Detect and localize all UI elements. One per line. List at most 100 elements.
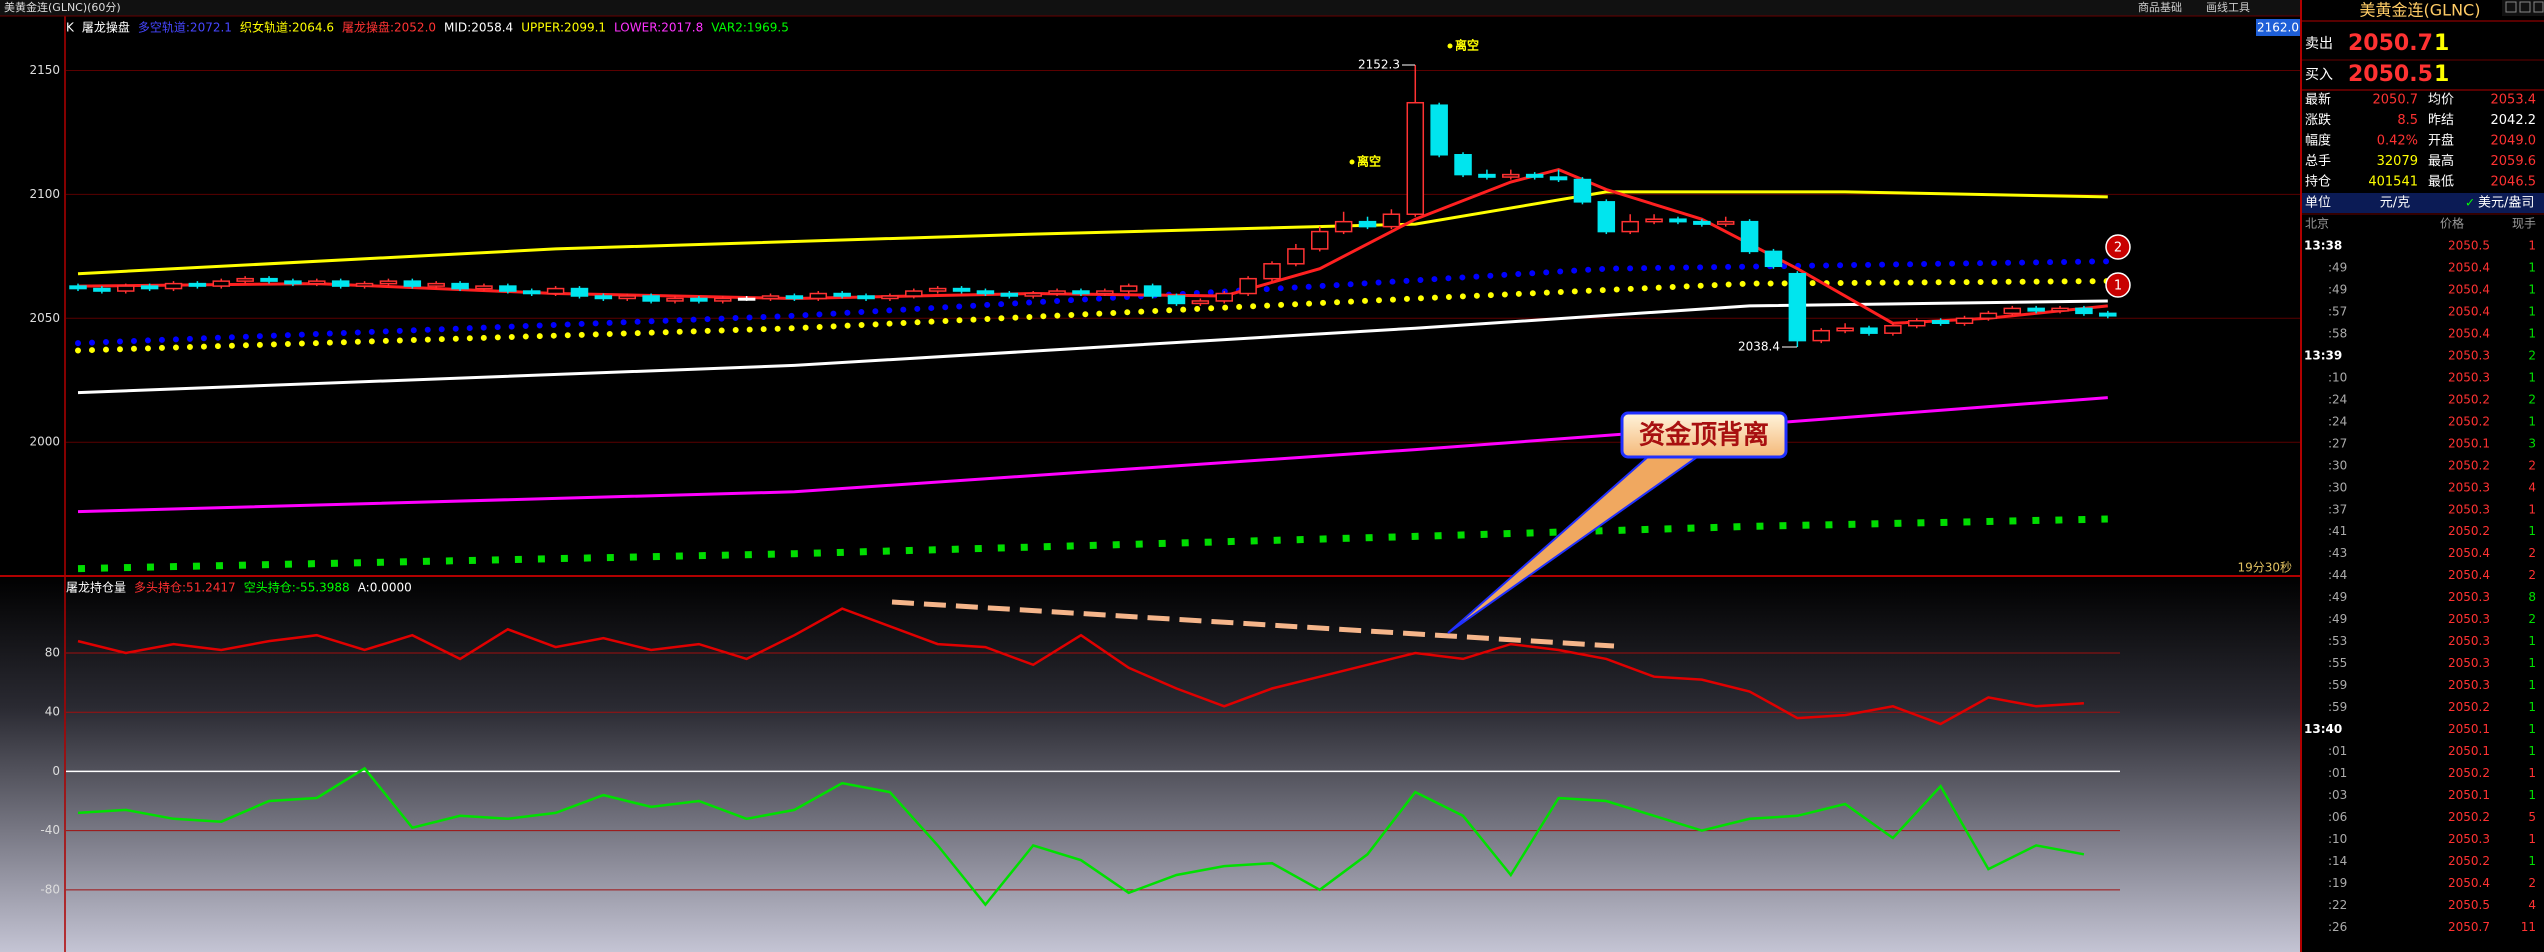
quote-label: 涨跌 <box>2305 112 2331 128</box>
maximize-button[interactable] <box>2519 1 2531 13</box>
trade-volume: 1 <box>2528 634 2536 648</box>
series-line <box>77 515 2108 573</box>
trade-time: :27 <box>2328 436 2347 450</box>
quote-value: 2053.4 <box>2491 93 2537 108</box>
low-label: 2038.4 <box>1738 340 1780 354</box>
trade-time: :22 <box>2328 898 2347 912</box>
trade-volume: 1 <box>2528 524 2536 538</box>
candle-body <box>1191 300 1210 305</box>
candle-body <box>1860 327 1878 334</box>
candle-body <box>1812 329 1830 342</box>
trade-time: :01 <box>2328 766 2347 780</box>
candle-body <box>1931 320 1950 325</box>
candle-body <box>1955 317 1974 325</box>
quote-price: 2050.7 <box>2348 31 2433 56</box>
trade-price: 2050.2 <box>2448 854 2490 868</box>
candle-body <box>1334 220 1353 233</box>
trade-time: :49 <box>2328 260 2347 274</box>
trade-volume: 1 <box>2528 766 2536 780</box>
trade-price: 2050.3 <box>2448 348 2490 362</box>
candle-body <box>737 297 756 301</box>
trade-time: :41 <box>2328 524 2347 538</box>
candle-body <box>451 282 469 290</box>
window-controls[interactable] <box>2505 1 2544 13</box>
trade-price: 2050.4 <box>2448 260 2490 274</box>
legend-item: LOWER:2017.8 <box>614 21 703 35</box>
trade-price: 2050.2 <box>2448 458 2490 472</box>
candle-body <box>475 285 493 290</box>
trade-volume: 1 <box>2528 700 2536 714</box>
candle-body <box>1072 290 1090 295</box>
trade-price: 2050.3 <box>2448 678 2490 692</box>
menu-item[interactable]: 商品基础 <box>2138 0 2182 14</box>
candle-body <box>1836 327 1854 332</box>
candle-body <box>570 287 589 297</box>
trade-volume: 2 <box>2528 876 2536 890</box>
menu-item[interactable]: 画线工具 <box>2206 0 2250 14</box>
trade-volume: 8 <box>2528 590 2536 604</box>
trade-price: 2050.3 <box>2448 832 2490 846</box>
candle-body <box>1263 263 1281 280</box>
unit-label: 单位 <box>2305 196 2331 211</box>
unit-option[interactable]: 元/克 <box>2380 196 2410 211</box>
trade-volume: 2 <box>2528 568 2536 582</box>
legend-item: 屠龙操盘:2052.0 <box>342 20 436 35</box>
quote-value: 2050.7 <box>2373 93 2419 108</box>
trend-line <box>891 599 1615 649</box>
candle-body <box>952 287 971 292</box>
minimize-button[interactable] <box>2505 1 2517 13</box>
candle-body <box>1573 178 1592 203</box>
quote-label: 开盘 <box>2428 133 2454 149</box>
trade-time: :10 <box>2328 370 2347 384</box>
candle-body <box>1645 218 1663 223</box>
candle-body <box>976 290 995 295</box>
candle-body <box>1979 312 1998 320</box>
candle-body <box>928 287 947 292</box>
candle-body <box>117 285 135 292</box>
cursor-price: 2162.0 <box>2257 21 2299 35</box>
candle-body <box>594 295 613 300</box>
trade-price: 2050.1 <box>2448 744 2490 758</box>
trade-volume: 1 <box>2528 239 2536 253</box>
trade-price: 2050.1 <box>2448 788 2490 802</box>
quote-value: 2059.6 <box>2491 154 2537 169</box>
trade-volume: 1 <box>2528 282 2536 296</box>
trade-volume: 1 <box>2528 722 2536 736</box>
trade-price: 2050.2 <box>2448 810 2490 824</box>
quote-value: 32079 <box>2377 154 2418 169</box>
trade-time: :37 <box>2328 502 2347 516</box>
close-button[interactable] <box>2533 1 2544 13</box>
trade-time: :06 <box>2328 810 2347 824</box>
candle-body <box>1167 295 1186 305</box>
quote-label: 总手 <box>2305 154 2331 169</box>
candle-body <box>522 290 541 295</box>
quote-panel <box>2300 16 2544 952</box>
candle-body <box>1406 101 1425 215</box>
trade-time: :49 <box>2328 282 2347 296</box>
candle-body <box>403 280 422 287</box>
trade-volume: 1 <box>2528 502 2536 516</box>
candle-body <box>1239 277 1257 295</box>
unit-option[interactable]: 美元/盎司 <box>2478 196 2534 211</box>
candle-body <box>905 290 923 297</box>
candle-body <box>1788 272 1807 342</box>
trade-price: 2050.4 <box>2448 876 2490 890</box>
signal-label: 离空 <box>1357 154 1381 169</box>
trade-price: 2050.2 <box>2448 524 2490 538</box>
series-line <box>75 278 2111 354</box>
signal-label: 离空 <box>1455 38 1479 53</box>
series-line <box>77 766 2085 907</box>
series-line <box>77 190 2108 276</box>
marker-label: 2 <box>2114 241 2122 256</box>
legend-item: 屠龙操盘 <box>82 20 130 35</box>
candle-body <box>2099 312 2117 317</box>
legend-item: 多头持仓:51.2417 <box>134 580 236 595</box>
trade-price: 2050.7 <box>2448 920 2490 934</box>
trade-time: :30 <box>2328 480 2347 494</box>
trade-price: 2050.3 <box>2448 634 2490 648</box>
trade-price: 2050.5 <box>2448 898 2490 912</box>
quote-label: 昨结 <box>2428 113 2454 128</box>
trade-volume: 4 <box>2528 898 2536 912</box>
trade-time: :49 <box>2328 612 2347 626</box>
trade-time: 13:40 <box>2304 722 2342 736</box>
